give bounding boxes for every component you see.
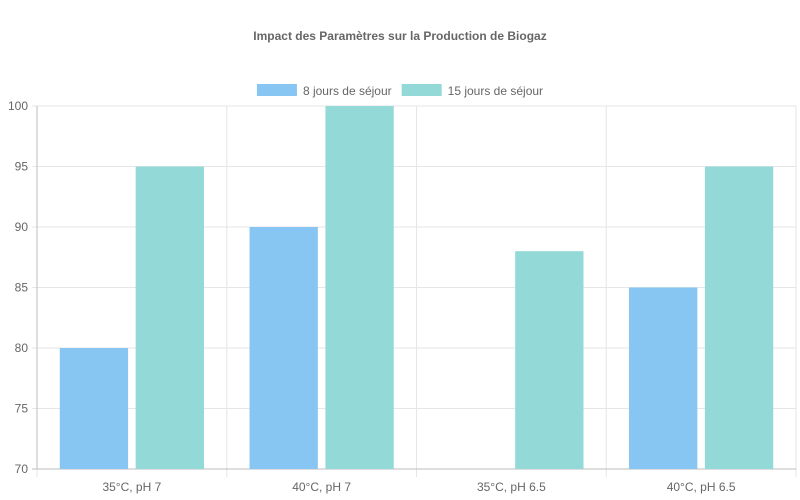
bar-series2-0[interactable] (135, 166, 204, 470)
y-tick-label: 95 (15, 160, 29, 174)
legend-item-2[interactable]: 15 jours de séjour (401, 84, 543, 98)
y-tick-label: 100 (8, 99, 28, 113)
y-tick-label: 85 (15, 281, 29, 295)
legend-swatch (401, 84, 442, 96)
x-tick-label: 40°C, pH 6.5 (667, 480, 736, 494)
bar-series2-3[interactable] (704, 166, 774, 470)
bars (59, 106, 774, 470)
tick-labels: 70 75 80 85 90 95 100 35°C, pH 7 40°C, pH 7 35°C,… (8, 99, 736, 494)
y-tick-label: 75 (15, 402, 29, 416)
chart-title: Impact des Paramètres sur la Production … (253, 29, 546, 43)
legend-label: 8 jours de séjour (303, 84, 392, 98)
bar-series2-1[interactable] (325, 106, 394, 469)
legend[interactable]: 8 jours de séjour 15 jours de séjour (256, 84, 543, 98)
bar-series1-3[interactable] (629, 287, 698, 470)
x-tick-label: 35°C, pH 7 (102, 480, 161, 494)
x-tick-label: 40°C, pH 7 (292, 480, 351, 494)
y-tick-label: 70 (15, 462, 29, 476)
legend-item-1[interactable]: 8 jours de séjour (256, 84, 392, 98)
bar-series1-0[interactable] (59, 348, 129, 469)
y-tick-label: 80 (15, 341, 29, 355)
legend-label: 15 jours de séjour (448, 84, 543, 98)
bar-series2-2[interactable] (515, 251, 584, 469)
bar-series1-1[interactable] (249, 227, 318, 469)
legend-swatch (256, 84, 297, 96)
x-tick-label: 35°C, pH 6.5 (477, 480, 546, 494)
y-tick-label: 90 (15, 220, 29, 234)
